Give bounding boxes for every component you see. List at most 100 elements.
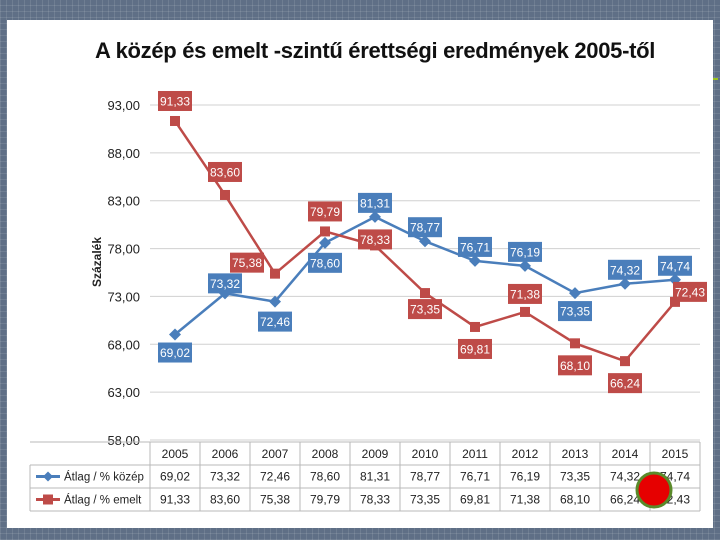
data-label-box [258,311,292,332]
x-tick-label: 2006 [212,447,239,461]
data-label: 74,32 [610,263,640,277]
data-label: 79,79 [310,205,340,219]
x-tick-label: 2014 [612,447,639,461]
data-label-box [558,301,592,322]
data-label-box [158,90,192,111]
x-tick-label: 2009 [362,447,389,461]
table-value: 66,24 [610,493,640,507]
data-label-box [308,252,342,273]
data-label: 73,35 [410,303,440,317]
data-label: 78,33 [360,233,390,247]
data-label-box [508,241,542,262]
data-label-box [358,192,392,213]
data-label-box [208,273,242,294]
x-tick-label: 2005 [162,447,189,461]
data-label-box [458,236,492,257]
table-value: 68,10 [560,493,590,507]
data-point-emelt [320,226,330,237]
table-value: 78,77 [410,470,440,484]
data-label: 69,81 [460,342,490,356]
y-tick-label: 93,00 [107,98,140,113]
data-label-box [158,342,192,363]
red-marker-circle [635,471,673,509]
y-tick-label: 78,00 [107,242,140,257]
table-value: 72,46 [260,470,290,484]
data-label-box [608,259,642,280]
data-point-emelt [620,356,630,367]
data-label-box [230,252,264,273]
data-label: 73,32 [210,277,240,291]
legend-marker [43,494,53,505]
table-value: 73,32 [210,470,240,484]
x-tick-label: 2008 [312,447,339,461]
data-label-box [558,355,592,376]
data-point-kozep [369,210,381,223]
data-label: 83,60 [210,165,240,179]
legend-label: Átlag / % közép [64,471,144,484]
data-label: 78,77 [410,221,440,235]
data-label: 66,24 [610,377,640,391]
data-label-box [458,338,492,359]
table-value: 83,60 [210,493,240,507]
data-point-kozep [419,235,431,248]
data-point-kozep [569,287,581,300]
y-tick-label: 58,00 [107,433,140,448]
data-label: 91,33 [160,94,190,108]
table-value: 76,71 [460,470,490,484]
x-tick-label: 2011 [462,447,488,461]
data-point-emelt [570,338,580,349]
y-tick-label: 73,00 [107,289,140,304]
data-label: 76,71 [460,240,490,254]
data-point-kozep [519,259,531,272]
table-value: 71,38 [510,493,540,507]
y-tick-label: 83,00 [107,194,140,209]
data-label-box [608,373,642,394]
data-label: 72,46 [260,315,290,329]
legend-label: Átlag / % emelt [64,494,142,507]
data-point-emelt [520,306,530,317]
data-point-emelt [220,189,230,200]
data-label: 73,35 [560,305,590,319]
table-value: 78,33 [360,493,390,507]
chart-title: A közép és emelt -szintű érettségi eredm… [95,38,656,63]
data-point-kozep [169,328,181,341]
data-point-emelt [470,321,480,332]
data-label: 71,38 [510,287,540,301]
table-value: 81,31 [360,470,390,484]
table-value: 91,33 [160,493,190,507]
x-tick-label: 2013 [562,447,589,461]
data-label-box [208,161,242,182]
data-point-emelt [170,115,180,126]
x-tick-label: 2010 [412,447,439,461]
table-value: 74,32 [610,470,640,484]
data-point-kozep [619,277,631,290]
data-label: 81,31 [360,196,390,210]
data-label: 74,74 [660,259,690,273]
table-value: 73,35 [410,493,440,507]
accent-mark [708,78,718,80]
data-label-box [308,201,342,222]
y-tick-label: 88,00 [107,146,140,161]
data-label: 68,10 [560,359,590,373]
data-point-kozep [469,254,481,267]
data-label: 76,19 [510,245,540,259]
data-point-kozep [319,236,331,249]
data-point-emelt [270,268,280,279]
data-label: 69,02 [160,346,190,360]
x-tick-label: 2007 [262,447,289,461]
y-tick-label: 63,00 [107,385,140,400]
data-label: 78,60 [310,256,340,270]
data-label-box [658,255,692,276]
data-point-emelt [420,288,430,299]
data-label-box [408,299,442,320]
data-label-box [358,229,392,250]
table-value: 75,38 [260,493,290,507]
data-label: 72,43 [675,285,705,299]
data-label: 75,38 [232,256,262,270]
data-point-kozep [269,295,281,308]
table-value: 78,60 [310,470,340,484]
data-label-box [673,281,707,302]
y-tick-label: 68,00 [107,337,140,352]
x-tick-label: 2012 [512,447,539,461]
